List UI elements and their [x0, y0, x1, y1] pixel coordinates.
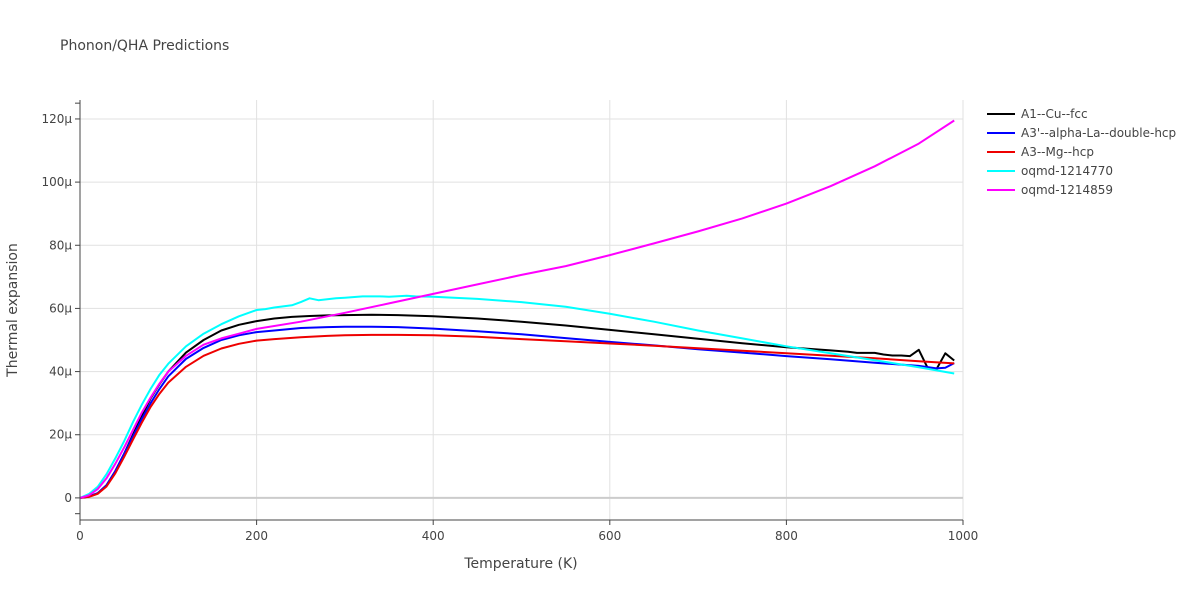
- axes: [79, 100, 963, 521]
- legend-label: A3--Mg--hcp: [1021, 145, 1094, 159]
- x-tick-label: 1000: [948, 529, 979, 543]
- series-line-a3-alpha-la-double-hcp[interactable]: [79, 325, 955, 499]
- chart-title: Phonon/QHA Predictions: [60, 38, 229, 54]
- legend-label: oqmd-1214770: [1021, 164, 1113, 178]
- legend-label: A1--Cu--fcc: [1021, 107, 1088, 121]
- series-line-a3-mg-hcp[interactable]: [79, 333, 955, 499]
- y-tick-label: 40μ: [49, 365, 72, 379]
- series-line-oqmd-1214770[interactable]: [79, 294, 955, 499]
- y-tick-label: 100μ: [41, 175, 72, 189]
- x-tick-label: 600: [598, 529, 621, 543]
- y-tick-label: 80μ: [49, 238, 72, 252]
- x-axis-title: Temperature (K): [463, 556, 577, 572]
- x-tick-label: 200: [245, 529, 268, 543]
- legend-label: A3'--alpha-La--double-hcp: [1021, 126, 1176, 140]
- series-line-oqmd-1214859[interactable]: [79, 119, 955, 499]
- y-axis-ticks: 0 20μ 40μ 60μ 80μ 100μ 120μ: [41, 102, 80, 515]
- series-layer: [79, 119, 955, 499]
- y-tick-label: 0: [64, 491, 72, 505]
- legend-item[interactable]: oqmd-1214770: [987, 164, 1113, 178]
- legend-label: oqmd-1214859: [1021, 183, 1113, 197]
- legend-item[interactable]: A1--Cu--fcc: [987, 107, 1088, 121]
- series-line-a1-cu-fcc[interactable]: [79, 313, 955, 499]
- y-tick-label: 120μ: [41, 112, 72, 126]
- legend-item[interactable]: A3'--alpha-La--double-hcp: [987, 126, 1176, 140]
- x-tick-label: 400: [422, 529, 445, 543]
- x-tick-label: 800: [775, 529, 798, 543]
- x-axis-ticks: 0 200 400 600 800 1000: [76, 520, 978, 543]
- legend-item[interactable]: A3--Mg--hcp: [987, 145, 1094, 159]
- y-axis-title: Thermal expansion: [5, 243, 21, 378]
- x-tick-label: 0: [76, 529, 84, 543]
- y-tick-label: 20μ: [49, 428, 72, 442]
- y-tick-label: 60μ: [49, 301, 72, 315]
- grid: [80, 100, 964, 520]
- legend-item[interactable]: oqmd-1214859: [987, 183, 1113, 197]
- legend[interactable]: A1--Cu--fcc A3'--alpha-La--double-hcp A3--…: [987, 107, 1176, 197]
